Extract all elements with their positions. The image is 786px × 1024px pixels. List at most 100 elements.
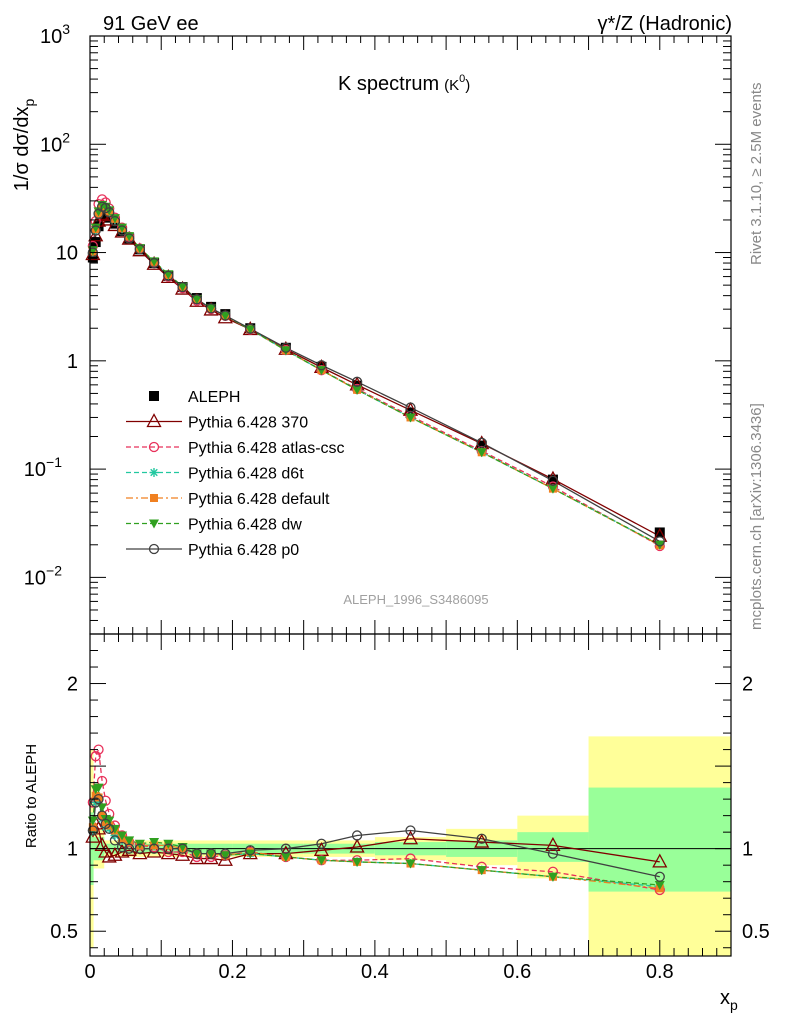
ratio-point-s4-23 — [654, 880, 665, 890]
main-point-s5-17 — [280, 346, 291, 356]
ratio-point-s5-20 — [405, 825, 416, 836]
ratio-point-s4-20 — [405, 859, 416, 869]
ratio-point-s5-13 — [191, 848, 202, 859]
ratio-ytick-label-right: 2 — [742, 674, 753, 696]
main-point-s6-19 — [351, 376, 363, 387]
x-tick-label: 0.4 — [361, 961, 389, 983]
ratio-ytick-label: 2 — [67, 674, 78, 696]
ratio-plot: 2 21 10.5 0.5 0 0.2 0.4 0.6 0.8 Ratio to ALEPH … — [23, 633, 770, 1013]
ratio-ytick-label: 0.5 — [50, 921, 78, 943]
ratio-point-s1-1 — [90, 751, 101, 762]
ratio-point-s5-12 — [177, 843, 188, 854]
ratio-point-s4-18 — [316, 856, 327, 866]
ratio-point-s5-14 — [205, 848, 217, 859]
ratio-point-s4-13 — [191, 849, 202, 859]
main-series-line-4 — [92, 205, 661, 546]
ratio-point-s5-16 — [245, 845, 256, 856]
ratio-point-s4-2 — [93, 783, 104, 793]
main-point-s6-13 — [191, 294, 202, 305]
main-point-s5-20 — [405, 413, 416, 423]
x-tick-label: 0 — [84, 961, 95, 983]
ratio-point-s4-6 — [109, 824, 120, 834]
main-point-s6-20 — [405, 402, 416, 413]
main-point-s5-9 — [134, 244, 145, 254]
main-point-s6-12 — [177, 281, 188, 293]
ratio-point-s0-5 — [101, 848, 117, 863]
main-series-line-2 — [92, 198, 661, 547]
legend-marker-1 — [146, 413, 162, 428]
legend-marker-5 — [149, 519, 159, 529]
main-point-s6-14 — [205, 303, 217, 314]
ratio-point-s3-0 — [88, 823, 97, 832]
legend-marker-2 — [148, 441, 160, 453]
main-ytick-label: 10−1 — [24, 454, 62, 481]
ratio-point-s0-6 — [107, 846, 123, 861]
main-point-s6-10 — [148, 257, 160, 269]
main-point-s6-8 — [124, 233, 135, 244]
ratio-point-s5-1 — [90, 797, 101, 808]
main-point-s5-19 — [352, 385, 363, 395]
ratio-point-s5-6 — [109, 835, 121, 846]
main-point-s0-5 — [104, 212, 115, 223]
main-point-s6-11 — [163, 270, 174, 281]
ratio-point-s5-5 — [104, 823, 115, 835]
ratio-point-s4-22 — [547, 872, 558, 882]
watermark: ALEPH_1996_S3486095 — [343, 592, 488, 607]
ratio-point-s4-19 — [352, 857, 363, 867]
ratio-point-s5-22 — [547, 848, 559, 859]
ratio-plot-frame — [89, 633, 732, 957]
ratio-point-s0-20 — [402, 830, 419, 845]
ratio-point-s4-15 — [220, 851, 231, 861]
legend-marker-3-stroke — [150, 468, 158, 477]
main-point-s6-5 — [104, 207, 115, 218]
ratio-point-s5-8 — [124, 843, 135, 854]
main-point-s6-6 — [109, 215, 121, 227]
ratio-point-s0-23 — [652, 853, 668, 868]
header-right: γ*/Z (Hadronic) — [598, 13, 732, 35]
ratio-point-s4-21 — [476, 866, 487, 876]
legend: ALEPH Pythia 6.428 370 Pythia 6.428 atlas-… — [126, 389, 345, 559]
ratio-point-s0-19 — [349, 838, 365, 853]
main-point-s5-22 — [547, 484, 558, 494]
ratio-point-s5-10 — [148, 843, 160, 854]
ratio-point-s0-21 — [474, 833, 490, 848]
main-point-s5-21 — [476, 448, 487, 458]
main-point-s6-17 — [280, 342, 292, 353]
ratio-y-axis-label: Ratio to ALEPH — [23, 744, 40, 848]
main-point-s6-23 — [654, 536, 665, 547]
legend-label-3: Pythia 6.428 d6t — [188, 466, 304, 483]
main-point-s6-16 — [245, 323, 256, 334]
legend-label-2: Pythia 6.428 atlas-csc — [188, 440, 345, 457]
ratio-point-s5-9 — [134, 843, 146, 854]
x-tick-label: 0.2 — [219, 961, 247, 983]
ratio-point-s5-15 — [220, 848, 231, 859]
main-ytick-label: 103 — [40, 21, 70, 48]
main-ytick-label: 10−2 — [24, 562, 62, 589]
ratio-point-s0-22 — [545, 836, 561, 852]
main-point-s5-18 — [316, 366, 327, 376]
main-point-s0-23 — [654, 527, 665, 538]
ratio-point-s5-23 — [654, 871, 665, 882]
main-point-s0-21 — [476, 440, 487, 451]
main-series-line-1 — [92, 213, 661, 537]
ratio-point-s5-18 — [316, 838, 327, 849]
ratio-point-s0-12 — [174, 846, 191, 861]
main-point-s6-1 — [90, 225, 101, 236]
header-left: 91 GeV ee — [103, 13, 199, 35]
x-axis-label: xp — [720, 987, 738, 1013]
main-point-s1-1 — [88, 227, 104, 242]
main-point-s5-7 — [117, 223, 128, 233]
legend-label-0: ALEPH — [188, 389, 240, 406]
ratio-ytick-label: 1 — [67, 839, 78, 861]
main-point-s6-7 — [116, 225, 128, 236]
main-point-s5-16 — [245, 325, 256, 335]
x-tick-label: 0.8 — [646, 961, 674, 983]
ratio-point-s4-16 — [245, 849, 256, 859]
legend-label-5: Pythia 6.428 dw — [188, 517, 302, 534]
legend-marker-0 — [149, 391, 159, 401]
ratio-point-s5-21 — [476, 833, 487, 844]
band-inner-9 — [588, 787, 731, 892]
ratio-point-s5-7 — [116, 841, 128, 853]
x-tick-label: 0.6 — [503, 961, 531, 983]
